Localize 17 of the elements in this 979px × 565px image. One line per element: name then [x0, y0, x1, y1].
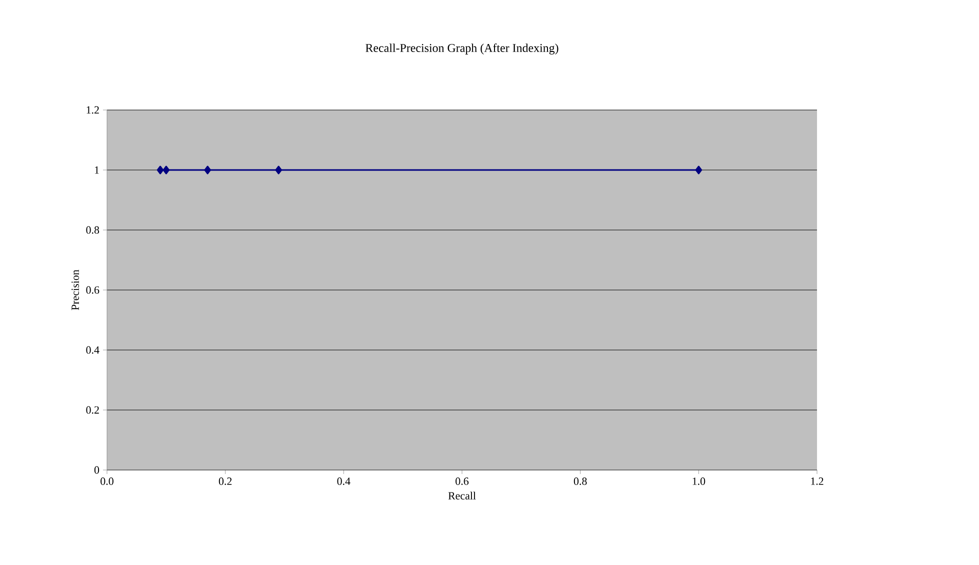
- x-axis-title: Recall: [448, 492, 476, 500]
- y-tick-label: 0.8: [86, 226, 100, 234]
- chart-title: Recall-Precision Graph (After Indexing): [366, 43, 558, 54]
- y-tick-label: 0.6: [86, 286, 100, 294]
- x-tick-label: 1.0: [692, 478, 706, 485]
- x-tick-label: 0.2: [218, 478, 232, 485]
- y-tick-label: 1: [94, 166, 99, 174]
- x-tick-label: 0.8: [574, 478, 587, 485]
- y-tick-label: 0: [94, 466, 100, 474]
- y-axis-title: Precision: [72, 270, 79, 310]
- x-tick-label: 0.4: [337, 478, 350, 485]
- x-tick-label: 1.2: [811, 478, 824, 485]
- x-tick-label: 0.6: [456, 478, 469, 485]
- x-tick-label: 0.0: [100, 478, 114, 485]
- y-tick-label: 0.2: [86, 406, 99, 414]
- y-tick-label: 1.2: [86, 106, 99, 114]
- y-tick-label: 0.4: [86, 346, 100, 354]
